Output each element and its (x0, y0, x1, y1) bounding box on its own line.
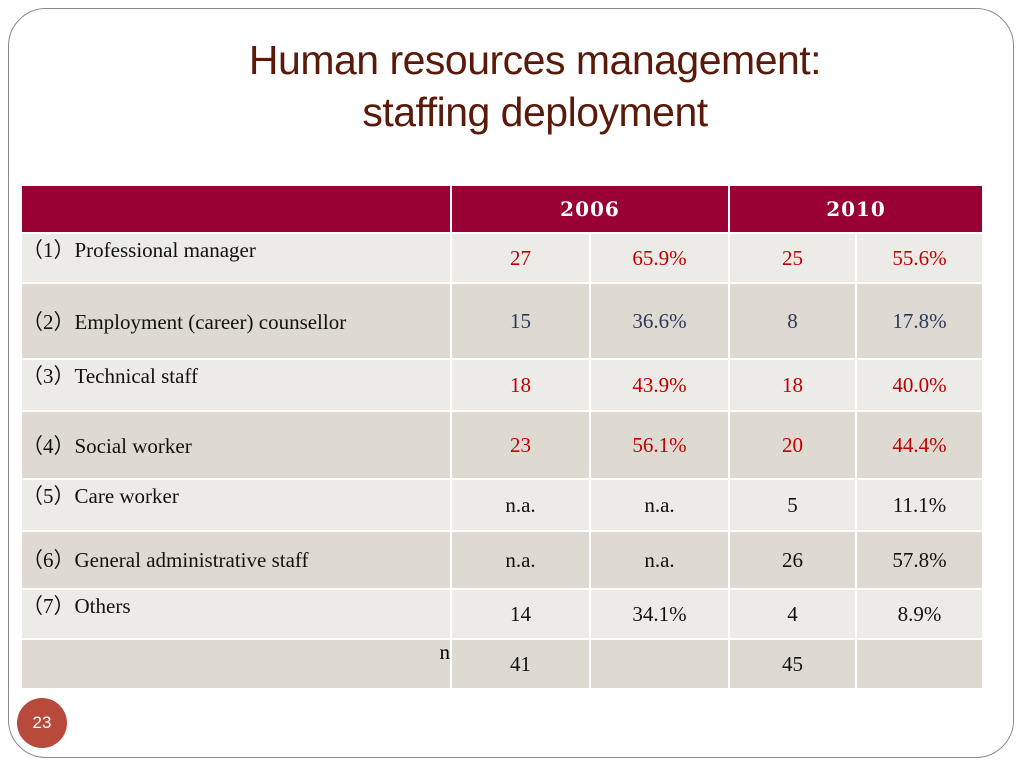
percent-2006: 36.6% (588, 282, 731, 360)
total-2010: 45 (728, 638, 858, 690)
header-blank (20, 184, 452, 234)
total-2006: 41 (450, 638, 591, 690)
title-line-2: staffing deployment (362, 89, 708, 135)
title-line-1: Human resources management: (248, 37, 822, 83)
table-header-row: 2006 2010 (20, 184, 985, 234)
percent-2010: 44.4% (855, 410, 985, 480)
percent-2006: 34.1% (588, 588, 731, 640)
staffing-table: 2006 2010 （1）Professional manager 27 65.… (20, 184, 985, 690)
table-row: （6）General administrative staff n.a. n.a… (20, 530, 985, 590)
slide-title: Human resources management: staffing dep… (100, 34, 970, 138)
table-row: （4）Social worker 23 56.1% 20 44.4% (20, 410, 985, 480)
count-2010: 25 (728, 232, 858, 284)
percent-2006: n.a. (588, 478, 731, 532)
table-row: （2）Employment (career) counsellor 15 36.… (20, 282, 985, 360)
table-row: （5）Care worker n.a. n.a. 5 11.1% (20, 478, 985, 532)
total-blank-2006 (588, 638, 731, 690)
count-2010: 8 (728, 282, 858, 360)
total-label: n (20, 638, 452, 690)
header-2010: 2010 (728, 184, 985, 234)
page-number-badge: 23 (17, 698, 67, 748)
percent-2006: 43.9% (588, 358, 731, 412)
percent-2010: 55.6% (855, 232, 985, 284)
row-label: （4）Social worker (20, 410, 452, 480)
count-2010: 20 (728, 410, 858, 480)
count-2010: 5 (728, 478, 858, 532)
total-blank-2010 (855, 638, 985, 690)
header-2006: 2006 (449, 184, 731, 234)
percent-2010: 11.1% (855, 478, 985, 532)
row-label: （2）Employment (career) counsellor (20, 282, 452, 360)
count-2006: 15 (450, 282, 591, 360)
percent-2010: 57.8% (855, 530, 985, 590)
percent-2006: 65.9% (588, 232, 731, 284)
count-2006: 23 (450, 410, 591, 480)
percent-2010: 8.9% (855, 588, 985, 640)
table-row: （1）Professional manager 27 65.9% 25 55.6… (20, 232, 985, 284)
count-2006: 18 (450, 358, 591, 412)
row-label: （6）General administrative staff (20, 530, 452, 590)
percent-2010: 40.0% (855, 358, 985, 412)
percent-2006: 56.1% (588, 410, 731, 480)
row-label: （3）Technical staff (20, 358, 452, 412)
table-row: （3）Technical staff 18 43.9% 18 40.0% (20, 358, 985, 412)
count-2010: 4 (728, 588, 858, 640)
percent-2006: n.a. (588, 530, 731, 590)
row-label: （7）Others (20, 588, 452, 640)
table-row: （7）Others 14 34.1% 4 8.9% (20, 588, 985, 640)
count-2006: 14 (450, 588, 591, 640)
count-2010: 26 (728, 530, 858, 590)
percent-2010: 17.8% (855, 282, 985, 360)
total-row: n 41 45 (20, 638, 985, 690)
count-2006: n.a. (450, 530, 591, 590)
count-2006: 27 (450, 232, 591, 284)
count-2006: n.a. (450, 478, 591, 532)
row-label: （5）Care worker (20, 478, 452, 532)
row-label: （1）Professional manager (20, 232, 452, 284)
count-2010: 18 (728, 358, 858, 412)
